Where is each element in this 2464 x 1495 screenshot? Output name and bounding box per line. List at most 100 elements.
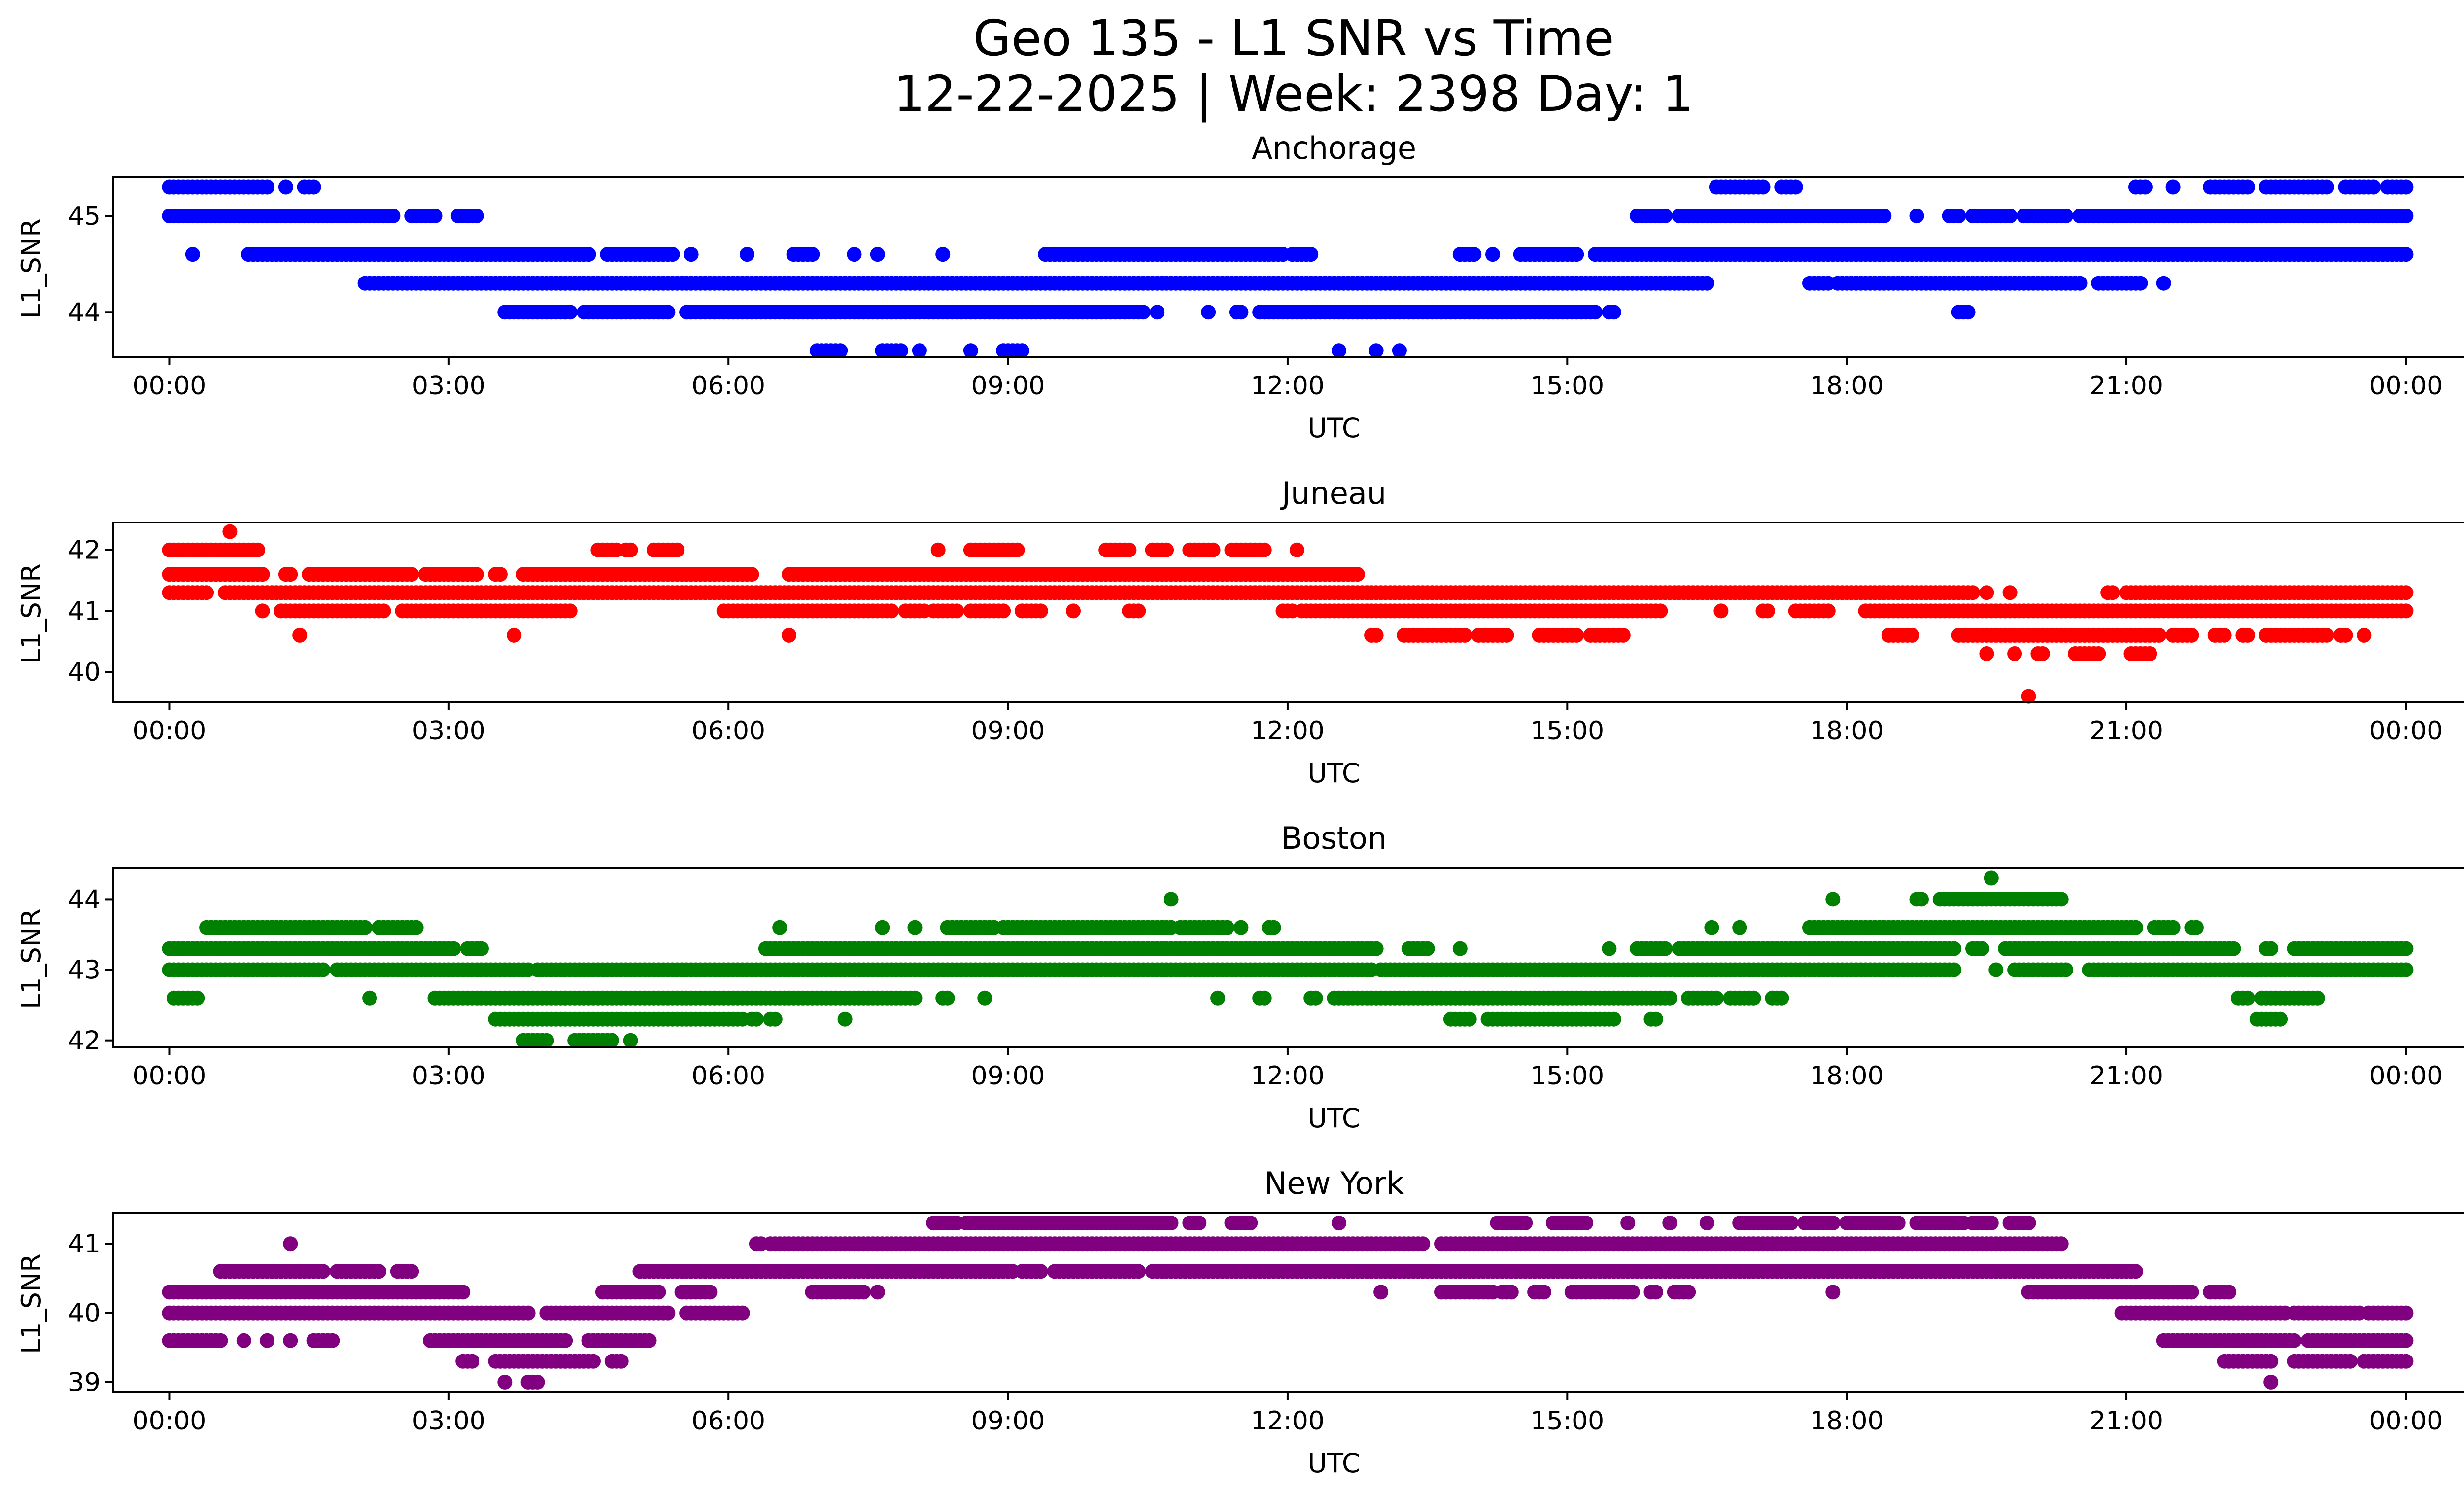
x-tick-label: 12:00 <box>1251 371 1325 401</box>
data-point <box>1709 990 1724 1006</box>
x-tick-label: 00:00 <box>133 1061 206 1091</box>
x-axis-label: UTC <box>1307 413 1360 444</box>
y-axis-label: L1_SNR <box>16 1253 47 1354</box>
data-point <box>660 1305 676 1321</box>
data-point <box>1979 585 1994 600</box>
axes-frame <box>112 176 2464 358</box>
data-point <box>1960 305 1976 320</box>
data-point <box>907 990 923 1006</box>
y-tick-label: 42 <box>68 1026 101 1056</box>
data-point <box>260 179 275 195</box>
data-point <box>1164 1216 1179 1231</box>
data-point <box>562 603 578 619</box>
data-point <box>1877 209 1892 224</box>
data-point <box>977 990 992 1006</box>
data-point <box>2366 179 2381 195</box>
data-point <box>2053 892 2069 907</box>
data-point <box>2338 627 2353 643</box>
y-tick-label: 44 <box>68 298 101 327</box>
data-point <box>455 1285 471 1300</box>
data-point <box>1825 1216 1841 1231</box>
figure-title-line-1: Geo 135 - L1 SNR vs Time <box>973 9 1614 67</box>
data-point <box>1131 603 1146 619</box>
x-tick-label: 03:00 <box>412 371 486 401</box>
data-point <box>2058 209 2074 224</box>
data-point <box>930 542 946 557</box>
data-points <box>162 179 2414 358</box>
data-point <box>2128 920 2143 935</box>
data-point <box>1984 870 1999 886</box>
data-point <box>1452 941 1468 956</box>
data-point <box>427 209 443 224</box>
data-point <box>935 247 951 262</box>
data-point <box>1201 305 1216 320</box>
y-tick-label: 40 <box>68 658 101 687</box>
data-point <box>278 179 293 195</box>
data-point <box>604 1033 619 1048</box>
data-point <box>847 247 862 262</box>
x-tick-label: 00:00 <box>133 371 206 401</box>
data-point <box>292 627 308 643</box>
y-axis-label: L1_SNR <box>16 563 47 664</box>
x-tick-label: 12:00 <box>1251 716 1325 746</box>
data-point <box>362 990 377 1006</box>
x-tick-label: 21:00 <box>2089 371 2163 401</box>
data-point <box>1392 343 1407 358</box>
x-tick-label: 09:00 <box>971 371 1045 401</box>
x-tick-label: 12:00 <box>1251 1061 1325 1091</box>
data-point <box>2222 1285 2237 1300</box>
data-point <box>833 343 848 358</box>
data-point <box>306 179 321 195</box>
panel-anchorage: Anchorage UTC L1_SNR 00:00 03:00 06:00 09:0… <box>16 130 2464 444</box>
data-point <box>2240 990 2255 1006</box>
data-point <box>1653 603 1668 619</box>
data-point <box>385 209 401 224</box>
data-point <box>1974 941 1989 956</box>
data-point <box>1014 343 1029 358</box>
data-point <box>949 603 964 619</box>
x-tick-label: 21:00 <box>2089 1061 2163 1091</box>
data-point <box>2133 276 2148 291</box>
data-point <box>250 542 266 557</box>
data-point <box>702 1285 718 1300</box>
data-point <box>1914 892 1929 907</box>
data-point <box>623 1033 638 1048</box>
x-tick-label: 15:00 <box>1530 716 1604 746</box>
x-tick-label: 15:00 <box>1530 1061 1604 1091</box>
figure-title-line-2: 12-22-2025 | Week: 2398 Day: 1 <box>893 65 1693 123</box>
data-point <box>1965 585 1980 600</box>
data-point <box>1159 542 1174 557</box>
x-tick-label: 00:00 <box>2369 716 2443 746</box>
data-point <box>856 1285 871 1300</box>
data-point <box>1588 305 1603 320</box>
data-point <box>744 567 759 582</box>
data-point <box>2357 627 2372 643</box>
data-point <box>1537 1285 1551 1300</box>
panel-title: Anchorage <box>1252 130 1416 166</box>
x-tick-label: 03:00 <box>412 716 486 746</box>
data-point <box>2152 627 2167 643</box>
data-point <box>1606 1011 1621 1027</box>
axes-frame <box>112 522 2464 703</box>
data-point <box>1760 603 1775 619</box>
x-tick-label: 21:00 <box>2089 716 2163 746</box>
data-point <box>372 1264 386 1279</box>
x-tick-label: 09:00 <box>971 716 1045 746</box>
data-point <box>1457 627 1472 643</box>
data-point <box>870 1285 885 1300</box>
y-axis-label: L1_SNR <box>16 218 47 319</box>
data-point <box>1951 209 1966 224</box>
data-point <box>446 941 461 956</box>
data-point <box>1485 247 1500 262</box>
data-point <box>1164 892 1179 907</box>
data-point <box>1266 920 1281 935</box>
data-point <box>1033 603 1048 619</box>
y-tick-label: 41 <box>68 596 101 626</box>
data-point <box>1820 603 1836 619</box>
data-point <box>2156 276 2171 291</box>
x-tick-label: 00:00 <box>2369 371 2443 401</box>
data-point <box>2128 1264 2143 1279</box>
data-point <box>404 1264 419 1279</box>
data-point <box>1369 627 1384 643</box>
data-point <box>581 247 596 262</box>
